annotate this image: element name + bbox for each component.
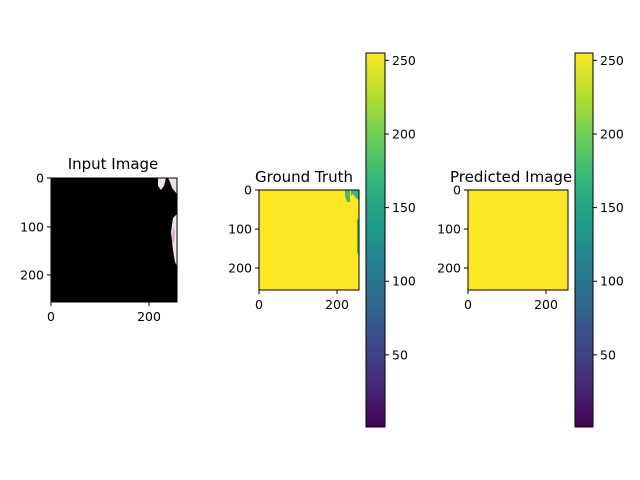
y-axis-ticks: 0 100 200 <box>437 183 468 276</box>
ground-truth-edges <box>345 190 359 256</box>
y-axis-ticks: 0 100 200 <box>20 171 51 283</box>
colorbar-gradient <box>574 52 594 428</box>
highlight-blob <box>168 178 177 194</box>
axes-frame <box>258 189 360 291</box>
colorbar-tick-label: 50 <box>392 347 408 362</box>
x-tick-label: 200 <box>325 297 349 312</box>
x-axis-ticks: 0 200 <box>47 302 161 324</box>
colorbar-tick-label: 200 <box>392 126 416 141</box>
ground-truth-canvas <box>259 190 359 290</box>
x-axis-ticks: 0 200 <box>464 290 558 312</box>
panel-title: Input Image <box>68 155 159 173</box>
colorbar-tick-label: 250 <box>600 53 624 68</box>
colorbar-ticks: 250 200 150 100 50 <box>385 53 416 362</box>
y-tick-label: 200 <box>20 268 44 283</box>
x-tick-label: 200 <box>137 309 161 324</box>
y-tick-label: 0 <box>453 183 461 198</box>
axes-frame <box>50 177 178 303</box>
colorbar-tick-label: 250 <box>392 53 416 68</box>
predicted-image-canvas <box>468 190 568 290</box>
colorbar-ticks: 250 200 150 100 50 <box>593 53 624 362</box>
input-image-canvas <box>51 178 177 302</box>
panel-ground-truth: Ground Truth 0 100 200 0 200 <box>228 168 360 312</box>
x-tick-label: 200 <box>534 297 558 312</box>
highlight-blob-tint <box>172 226 175 244</box>
colorbar-tick-label: 100 <box>600 274 624 289</box>
colorbar-gradient <box>365 52 386 428</box>
colorbar-tick-label: 150 <box>600 200 624 215</box>
highlight-blob <box>158 178 166 190</box>
y-tick-label: 0 <box>36 171 44 186</box>
y-tick-label: 100 <box>437 222 461 237</box>
x-axis-ticks: 0 200 <box>255 290 349 312</box>
colorbar-predicted-image: 250 200 150 100 50 <box>574 52 624 428</box>
colorbar-tick-label: 200 <box>600 126 624 141</box>
mask-edge <box>345 190 359 200</box>
input-image-highlights <box>158 178 177 266</box>
y-tick-label: 100 <box>228 222 252 237</box>
panel-predicted-image: Predicted Image 0 100 200 0 200 <box>437 168 572 312</box>
y-tick-label: 200 <box>437 261 461 276</box>
colorbar-tick-label: 100 <box>392 274 416 289</box>
y-axis-ticks: 0 100 200 <box>228 183 259 276</box>
mask-edge <box>345 190 350 202</box>
x-tick-label: 0 <box>255 297 263 312</box>
panel-title: Predicted Image <box>450 168 572 186</box>
panel-input-image: Input Image 0 100 200 0 200 <box>20 155 178 324</box>
panel-title: Ground Truth <box>255 168 353 186</box>
colorbar-tick-label: 150 <box>392 200 416 215</box>
x-tick-label: 0 <box>47 309 55 324</box>
axes-frame <box>467 189 569 291</box>
colorbar-ground-truth: 250 200 150 100 50 <box>365 52 416 428</box>
y-tick-label: 100 <box>20 220 44 235</box>
y-tick-label: 0 <box>244 183 252 198</box>
colorbar-tick-label: 50 <box>600 347 616 362</box>
x-tick-label: 0 <box>464 297 472 312</box>
y-tick-label: 200 <box>228 261 252 276</box>
